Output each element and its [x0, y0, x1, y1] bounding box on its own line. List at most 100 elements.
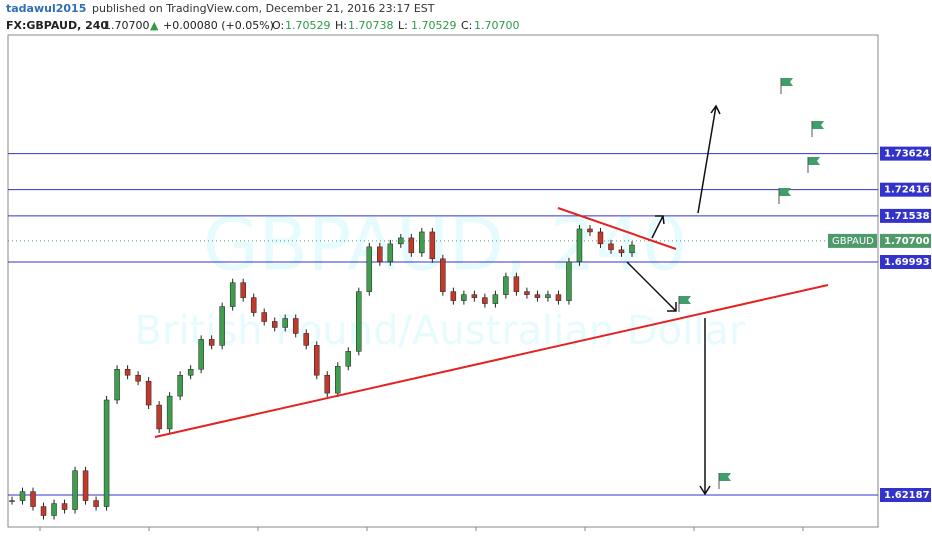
candle-body	[166, 395, 173, 430]
ohlc-value: 1.70529	[411, 19, 457, 32]
candle-body	[135, 374, 141, 382]
candle-body	[503, 276, 509, 295]
candle-body	[534, 294, 541, 298]
candle-body	[450, 291, 457, 301]
author: tadawul2015	[6, 2, 86, 15]
candle-body	[145, 380, 152, 406]
candle-body	[103, 399, 110, 507]
drawings	[154, 78, 829, 496]
candle-body	[492, 294, 499, 304]
change: +0.00080 (+0.05%)	[163, 19, 274, 32]
current-price-label: 1.70700	[884, 236, 930, 247]
level-tag	[880, 146, 931, 161]
candle-body	[208, 339, 215, 346]
candle-body	[545, 294, 551, 298]
change-arrow: ▲	[150, 19, 159, 32]
candle-body	[292, 318, 299, 334]
candle-body	[261, 312, 267, 322]
candle-body	[335, 366, 341, 394]
candle-body	[576, 228, 583, 263]
candle-body	[82, 470, 89, 501]
candle-body	[114, 368, 120, 401]
candle-body	[366, 246, 373, 292]
candle-body	[524, 291, 530, 295]
current-price-tag	[880, 233, 931, 248]
candle-body	[177, 374, 183, 397]
candle-body	[72, 470, 78, 510]
candle-body	[30, 491, 36, 507]
candle-body	[566, 261, 572, 301]
candle-body	[618, 249, 625, 254]
candle-body	[124, 368, 131, 376]
ohlc-value: 1.70738	[348, 19, 394, 32]
candle-body	[345, 351, 352, 367]
candle-body	[440, 258, 446, 292]
candle-body	[419, 231, 425, 254]
candle-body	[198, 339, 204, 370]
candle-body	[303, 333, 309, 346]
candle-body	[271, 321, 278, 328]
candle-body	[187, 368, 194, 376]
level-label: 1.69993	[884, 257, 930, 268]
candle-body	[377, 246, 383, 263]
level-label: 1.71538	[884, 211, 930, 222]
candle-body	[51, 503, 57, 516]
candle-body	[629, 244, 635, 254]
level-tag	[880, 488, 931, 503]
candle-body	[461, 294, 467, 301]
candle-body	[313, 345, 320, 376]
candle-body	[19, 491, 26, 501]
candle-body	[398, 237, 404, 245]
ohlc-value: 1.70529	[285, 19, 331, 32]
ohlc-value: 1.70700	[474, 19, 520, 32]
candle-body	[408, 237, 415, 254]
trendline	[154, 284, 829, 438]
candle-body	[608, 243, 614, 251]
candle-body	[40, 506, 47, 516]
candle-body	[429, 231, 436, 260]
candle-body	[61, 503, 68, 510]
candles	[9, 224, 635, 520]
candle-body	[587, 228, 593, 233]
candle-body	[250, 297, 257, 313]
candle-body	[471, 294, 478, 298]
watermark-subtitle: British Pound/Australian Dollar	[135, 308, 746, 354]
current-name-tag	[828, 233, 877, 248]
candle-body	[513, 276, 520, 292]
candle-body	[555, 294, 562, 301]
level-label: 1.62187	[884, 490, 930, 501]
candle-body	[9, 500, 15, 502]
candle-body	[282, 318, 288, 328]
arrows	[626, 104, 721, 496]
levels: 1.73624 1.72416 1.71538 1.69993 1.62187 GBPAU…	[8, 146, 931, 503]
level-tag	[880, 255, 931, 270]
candle-body	[240, 282, 246, 298]
ohlc: O: 1.70529 H: 1.70738 L: 1.70529 C: 1.70700	[272, 19, 520, 32]
symbol: FX:GBPAUD, 240	[6, 19, 108, 32]
level-tag	[880, 182, 931, 197]
published: published on TradingView.com, December 2…	[92, 2, 435, 15]
current-name: GBPAUD	[832, 236, 874, 247]
candle-body	[482, 297, 488, 304]
level-label: 1.73624	[884, 149, 930, 160]
candle-body	[356, 291, 362, 352]
candle-body	[93, 500, 99, 507]
ohlc-key: C:	[461, 19, 472, 32]
candle-body	[156, 404, 162, 430]
level-label: 1.72416	[884, 185, 930, 196]
candle-body	[387, 243, 394, 263]
level-tag	[880, 208, 931, 223]
last-price: 1.70700	[104, 19, 150, 32]
candle-body	[597, 231, 604, 245]
candle-body	[219, 306, 225, 346]
ohlc-key: L:	[398, 19, 408, 32]
ohlc-key: O:	[272, 19, 284, 32]
flag-poles	[678, 78, 813, 489]
ohlc-key: H:	[335, 19, 347, 32]
candle-body	[324, 374, 331, 394]
trendline	[557, 207, 677, 250]
candle-body	[229, 282, 236, 307]
flags	[679, 78, 824, 481]
